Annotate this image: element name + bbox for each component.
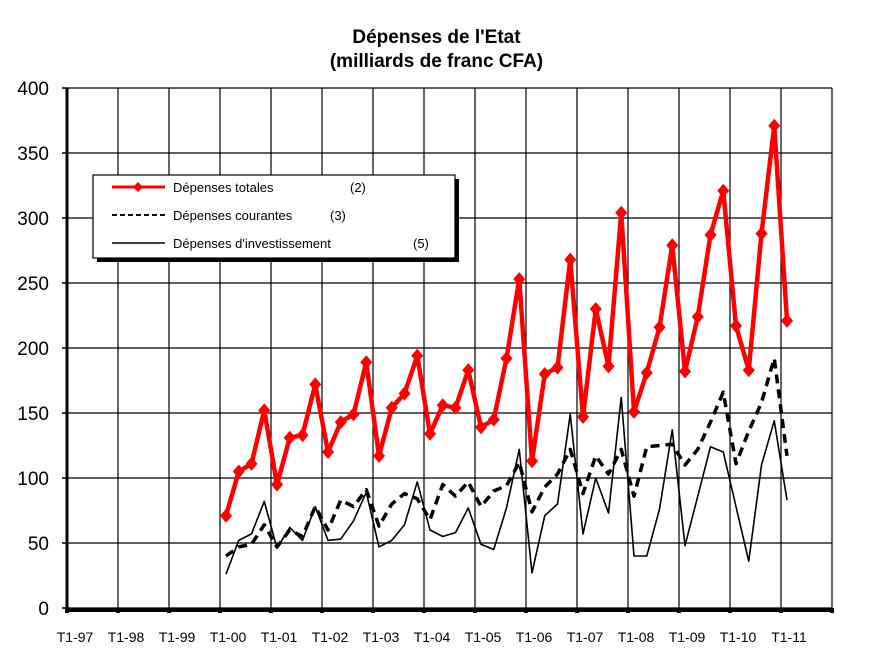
data-point-marker <box>589 302 602 316</box>
data-point-marker <box>717 183 730 198</box>
data-point-marker <box>411 348 424 363</box>
data-point-marker <box>666 238 679 253</box>
data-point-marker <box>462 363 475 378</box>
y-tick-label: 150 <box>17 404 49 425</box>
chart-title: Dépenses de l'Etat (milliards de franc C… <box>0 26 873 74</box>
x-tick-label: T1-11 <box>771 629 807 645</box>
series-line-2 <box>225 396 788 575</box>
data-point-marker <box>602 359 615 374</box>
data-point-marker <box>245 456 258 471</box>
data-point-marker <box>347 407 360 422</box>
data-point-marker <box>615 205 628 220</box>
data-point-marker <box>334 415 347 430</box>
data-point-marker <box>538 367 551 381</box>
y-tick-label: 100 <box>17 469 49 490</box>
data-point-marker <box>564 252 577 267</box>
x-tick-label: T1-05 <box>465 629 502 645</box>
x-tick-label: T1-08 <box>618 629 655 645</box>
y-tick-label: 50 <box>28 534 49 555</box>
data-point-marker <box>768 118 781 133</box>
data-point-marker <box>220 508 232 523</box>
chart-subtitle: (milliards de franc CFA) <box>329 51 544 72</box>
x-tick-label: T1-10 <box>720 629 757 645</box>
data-point-marker <box>653 320 666 335</box>
data-point-marker <box>360 355 373 370</box>
data-point-marker <box>640 365 653 380</box>
x-tick-label: T1-97 <box>57 629 94 645</box>
data-point-marker <box>424 426 436 441</box>
data-point-marker <box>487 412 500 427</box>
data-point-marker <box>551 360 564 375</box>
x-tick-label: T1-01 <box>261 629 298 645</box>
legend-label: Dépenses courantes <box>173 208 293 223</box>
data-point-marker <box>704 227 717 242</box>
x-tick-label: T1-03 <box>363 629 400 645</box>
data-point-marker <box>258 403 271 418</box>
legend-note: (5) <box>413 236 429 251</box>
data-point-marker <box>513 272 526 287</box>
data-point-marker <box>628 404 640 419</box>
x-tick-label: T1-06 <box>516 629 553 645</box>
data-point-marker <box>577 409 589 424</box>
y-tick-label: 0 <box>38 599 49 620</box>
x-tick-label: T1-99 <box>159 629 196 645</box>
x-tick-label: T1-98 <box>108 629 145 645</box>
data-point-marker <box>398 386 411 401</box>
data-point-marker <box>755 226 768 241</box>
x-tick-label: T1-07 <box>567 629 604 645</box>
data-point-marker <box>526 454 538 469</box>
x-tick-label: T1-02 <box>312 629 349 645</box>
y-tick-label: 350 <box>17 144 49 165</box>
data-point-marker <box>730 318 742 333</box>
data-point-marker <box>500 351 513 366</box>
data-point-marker <box>742 363 755 378</box>
x-tick-label: T1-04 <box>414 629 451 645</box>
y-tick-label: 200 <box>17 339 49 360</box>
data-point-marker <box>781 313 793 328</box>
x-tick-label: T1-09 <box>669 629 706 645</box>
x-tick-label: T1-00 <box>210 629 247 645</box>
data-point-marker <box>373 448 385 463</box>
legend-note: (3) <box>330 208 346 223</box>
legend-label: Dépenses totales <box>173 180 274 195</box>
legend-marker <box>133 182 143 192</box>
data-point-marker <box>679 364 691 379</box>
y-tick-label: 250 <box>17 274 49 295</box>
chart-title-main: Dépenses de l'Etat <box>352 27 521 48</box>
data-point-marker <box>691 309 704 324</box>
legend-label: Dépenses d'investissement <box>173 236 331 251</box>
series-line-1 <box>224 356 789 558</box>
data-point-marker <box>296 428 309 443</box>
y-tick-label: 400 <box>17 79 49 100</box>
data-point-marker <box>283 430 296 445</box>
data-point-marker <box>322 445 334 459</box>
data-point-marker <box>309 377 322 392</box>
data-point-marker <box>449 400 462 415</box>
data-point-marker <box>475 420 487 435</box>
data-point-marker <box>232 464 245 479</box>
data-point-marker <box>385 400 398 415</box>
legend-note: (2) <box>350 180 366 195</box>
legend-box <box>92 174 456 259</box>
data-point-marker <box>436 398 449 413</box>
data-point-marker <box>271 477 283 492</box>
y-tick-label: 300 <box>17 209 49 230</box>
